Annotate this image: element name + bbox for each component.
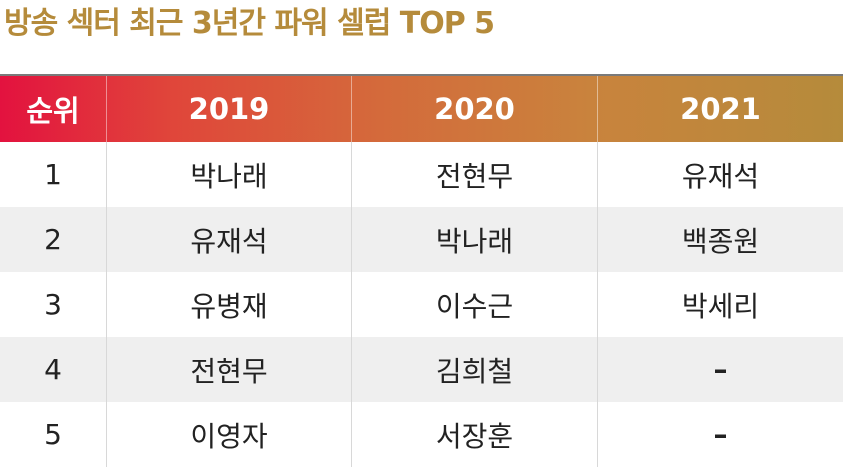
header-2020: 2020 [352,76,598,142]
celeb-2019-cell: 전현무 [107,337,352,402]
rank-cell: 4 [0,337,107,402]
celeb-2020-cell: 이수근 [352,272,598,337]
celeb-2019-cell: 이영자 [107,402,352,467]
celeb-2019-cell: 유병재 [107,272,352,337]
celeb-2020-cell: 김희철 [352,337,598,402]
celeb-2019-cell: 유재석 [107,207,352,272]
celeb-2019-cell: 박나래 [107,142,352,207]
celeb-2021-cell: 백종원 [681,224,760,258]
celeb-2021-cell: – [713,418,728,451]
table-row: 2 유재석 박나래 백종원 [0,207,843,272]
header-2019: 2019 [107,76,352,142]
celeb-2021-cell: – [713,353,728,386]
rank-cell: 5 [0,402,107,467]
ranking-table: 순위 2019 2020 2021 1 박나래 전현무 유재석 2 유재석 박나… [0,74,843,467]
rank-cell: 2 [0,207,107,272]
table-row: 5 이영자 서장훈 – [0,402,843,467]
table-row: 3 유병재 이수근 박세리 [0,272,843,337]
celeb-2021-cell: 박세리 [681,289,760,323]
rank-cell: 3 [0,272,107,337]
table-row: 1 박나래 전현무 유재석 [0,142,843,207]
header-rank: 순위 [0,76,107,142]
celeb-2020-cell: 전현무 [352,142,598,207]
table-header-row: 순위 2019 2020 2021 [0,76,843,142]
rank-cell: 1 [0,142,107,207]
page-title: 방송 섹터 최근 3년간 파워 셀럽 TOP 5 [4,6,495,41]
celeb-2021-cell: 유재석 [681,159,760,193]
header-2021: 2021 [680,92,761,126]
table-row: 4 전현무 김희철 – [0,337,843,402]
celeb-2020-cell: 박나래 [352,207,598,272]
celeb-2020-cell: 서장훈 [352,402,598,467]
